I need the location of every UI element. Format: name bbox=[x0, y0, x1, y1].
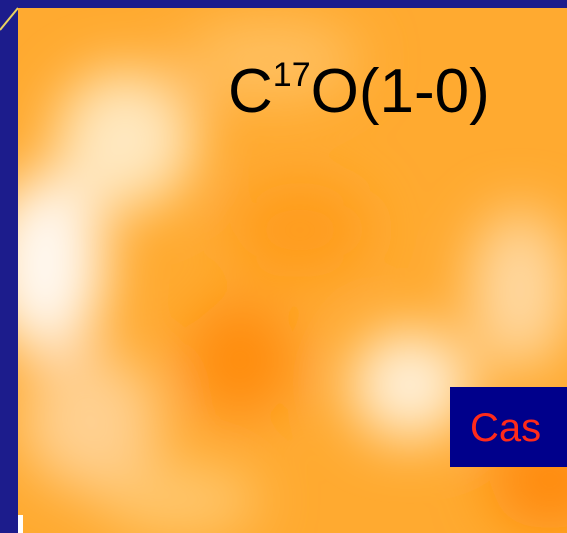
title: C17O(1-0) bbox=[228, 56, 490, 126]
label: Cas bbox=[470, 406, 541, 450]
intensity-map bbox=[18, 8, 567, 533]
title-rest: O(1-0) bbox=[311, 57, 490, 126]
frame-notch bbox=[18, 515, 23, 533]
label-box bbox=[450, 387, 567, 467]
frame-accent bbox=[0, 7, 19, 31]
title-base: C bbox=[228, 57, 273, 126]
title-superscript: 17 bbox=[273, 56, 311, 94]
